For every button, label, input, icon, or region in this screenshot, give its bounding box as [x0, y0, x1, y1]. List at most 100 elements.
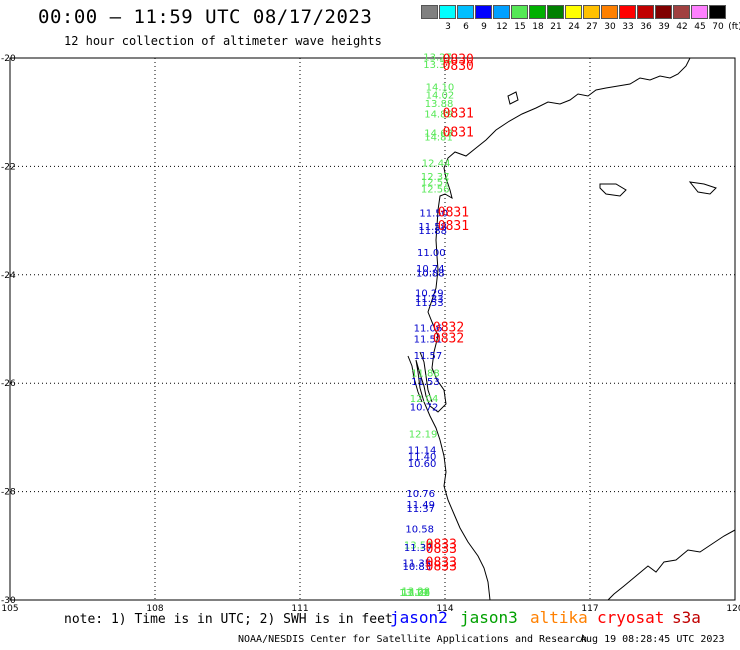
- scale-label: 9: [481, 22, 487, 32]
- scale-swatch: [511, 5, 528, 19]
- observation-label-jason3: 11.88: [411, 369, 440, 380]
- observation-label-jason3: 14.02: [426, 91, 455, 102]
- scale-swatch: [475, 5, 492, 19]
- lat-tick-label: -28: [1, 488, 16, 498]
- observation-label-jason2: 11.40: [408, 452, 437, 463]
- observation-label-jason3: 12.04: [410, 394, 439, 405]
- lon-tick-label: 114: [436, 604, 453, 614]
- observation-label-jason3: 13.27: [423, 53, 452, 64]
- lat-tick-label: -30: [1, 596, 16, 606]
- observation-label-jason3: 12.44: [422, 158, 451, 169]
- dirk-hartog-island: [407, 355, 423, 403]
- observation-label-jason2: 11.35: [402, 558, 431, 569]
- observation-label-jason3: 12.56: [421, 184, 450, 195]
- lon-tick-label: 120: [726, 604, 740, 614]
- scale-swatch: [637, 5, 654, 19]
- observation-label-jason2: 10.76: [406, 489, 435, 500]
- observation-label-jason3: 12.19: [409, 429, 438, 440]
- observation-label-cryosat: 0833: [426, 555, 457, 570]
- observation-label-jason2: 11.53: [411, 377, 440, 388]
- scale-swatch: [421, 5, 438, 19]
- australia-coastline: [415, 57, 691, 601]
- observation-label-jason2: 10.58: [405, 524, 434, 535]
- observation-label-cryosat: 0831: [443, 126, 474, 141]
- lon-tick-label: 117: [581, 604, 598, 614]
- observation-label-jason2: 11.37: [406, 504, 435, 515]
- observation-label-jason3: 13.88: [425, 99, 454, 110]
- observation-label-jason3: 14.81: [424, 132, 453, 143]
- scale-swatch: [709, 5, 726, 19]
- observation-label-jason2: 11.00: [417, 248, 446, 259]
- scale-label: 24: [568, 22, 580, 32]
- observation-label-jason2: 11.37: [404, 543, 433, 554]
- observation-label-cryosat: 0831: [438, 219, 469, 234]
- footer-timestamp: Aug 19 08:28:45 UTC 2023: [580, 634, 725, 645]
- map-subtitle: 12 hour collection of altimeter wave hei…: [64, 34, 382, 48]
- observation-label-jason2: 10.88: [416, 268, 445, 279]
- legend-s3a: s3a: [672, 608, 701, 627]
- observation-label-cryosat: 0832: [433, 321, 464, 336]
- observation-label-cryosat: 0832: [433, 332, 464, 347]
- scale-swatch: [439, 5, 456, 19]
- observation-label-jason2: 11.58: [418, 222, 447, 233]
- observation-label-jason2: 11.51: [414, 335, 443, 346]
- scale-label: 15: [514, 22, 526, 32]
- scale-label: 70: [712, 22, 724, 32]
- scale-swatch: [583, 5, 600, 19]
- lon-tick-label: 105: [1, 604, 18, 614]
- observation-label-jason3: 13.37: [423, 60, 452, 71]
- observation-label-jason3: 13.19: [399, 588, 428, 599]
- legend-jason2: jason2: [390, 608, 448, 627]
- observation-label-jason3: 14.63: [424, 129, 453, 140]
- observation-label-cryosat: 0830: [443, 59, 474, 74]
- graticule: [10, 58, 735, 600]
- scale-label: 33: [622, 22, 634, 32]
- scale-label: 21: [550, 22, 562, 32]
- observation-label-jason2: 10.72: [410, 402, 439, 413]
- lat-tick-label: -20: [1, 54, 16, 64]
- scale-label: 39: [658, 22, 670, 32]
- shark-bay-peninsula: [419, 351, 433, 403]
- coastline: [407, 57, 736, 601]
- scale-swatch: [457, 5, 474, 19]
- observation-label-jason2: 11.14: [408, 446, 437, 457]
- lat-tick-label: -22: [1, 162, 16, 172]
- observation-label-jason3: 13.06: [402, 588, 431, 599]
- scale-swatch: [529, 5, 546, 19]
- south-coast-east: [607, 529, 736, 601]
- lat-tick-label: -24: [1, 271, 16, 281]
- note-text: note: 1) Time is in UTC; 2) SWH is in fe…: [64, 612, 393, 627]
- scale-label: 18: [532, 22, 544, 32]
- scale-label: 12: [496, 22, 508, 32]
- observation-label-jason3: 12.37: [421, 172, 450, 183]
- observation-label-jason2: 11.50: [419, 208, 448, 219]
- scale-swatch: [673, 5, 690, 19]
- observation-label-cryosat: 0831: [438, 205, 469, 220]
- axis-labels: 105 108 111 114 117 120 -20 -22 -24 -26 -28 -30: [1, 54, 740, 614]
- observation-label-jason3: 14.10: [426, 83, 455, 94]
- observation-label-jason2: 10.74: [416, 264, 445, 275]
- map-frame: [9, 57, 736, 601]
- scale-swatch: [547, 5, 564, 19]
- lon-tick-label: 108: [146, 604, 163, 614]
- small-island-north: [507, 91, 519, 105]
- observation-label-jason3: 13.22: [402, 588, 431, 599]
- observation-label-jason2: 10.60: [408, 459, 437, 470]
- observation-label-jason2: 11.57: [414, 351, 443, 362]
- small-island-east: [599, 183, 627, 197]
- scale-unit: (ft): [728, 22, 740, 32]
- observation-label-jason2: 11.88: [418, 226, 447, 237]
- observation-label-jason2: 11.53: [415, 298, 444, 309]
- altimeter-observations: 13.3713.270830083014.1014.0213.8814.8908…: [399, 52, 474, 599]
- scale-swatch: [655, 5, 672, 19]
- observation-label-jason2: 10.83: [402, 562, 431, 573]
- observation-label-jason2: 10.29: [415, 288, 444, 299]
- observation-label-cryosat: 0833: [426, 538, 457, 553]
- lat-tick-label: -26: [1, 379, 16, 389]
- scale-label: 36: [640, 22, 652, 32]
- scale-swatch: [691, 5, 708, 19]
- map-title: 00:00 — 11:59 UTC 08/17/2023: [38, 6, 373, 28]
- observation-label-jason2: 11.33: [415, 294, 444, 305]
- scale-label: 45: [694, 22, 706, 32]
